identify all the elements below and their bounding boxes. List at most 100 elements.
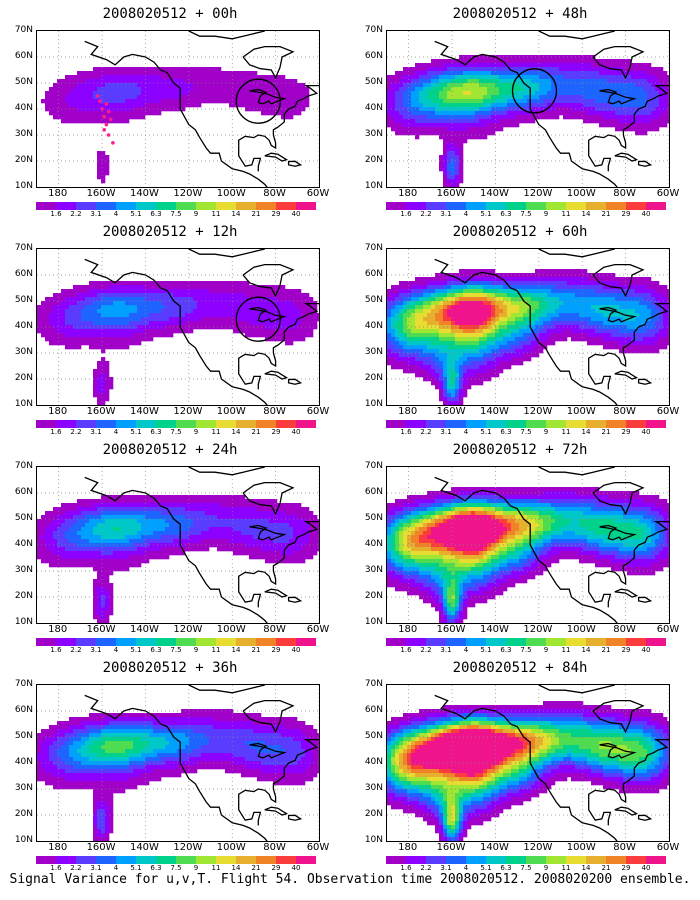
coastline	[614, 370, 639, 380]
map-panel: 2008020512 + 60h 70N 60N 50N 40N 30N 20N 10N 180…	[350, 218, 690, 438]
lon-label: 180	[398, 624, 418, 635]
lat-label: 10N	[14, 835, 33, 845]
colorbar-label: 4	[463, 646, 469, 654]
colorbar-swatch	[36, 856, 56, 864]
flight-track-point	[100, 107, 104, 111]
panel-title: 2008020512 + 84h	[452, 660, 588, 676]
lon-label: 160W	[436, 624, 466, 635]
colorbar-label: 6.3	[500, 864, 512, 872]
coastline	[264, 588, 289, 598]
coastline	[264, 806, 289, 816]
lat-label: 60N	[364, 705, 383, 715]
colorbar-swatch	[426, 202, 446, 210]
colorbar-label: 29	[621, 428, 631, 436]
colorbar-label: 11	[211, 646, 221, 654]
colorbar-swatch	[56, 638, 76, 646]
panel-title: 2008020512 + 00h	[102, 6, 238, 22]
lon-label: 120W	[173, 188, 203, 199]
coastline	[287, 596, 303, 603]
lat-label: 30N	[14, 783, 33, 793]
colorbar-swatch	[256, 202, 276, 210]
lon-label: 60W	[656, 188, 680, 199]
colorbar-label: 21	[601, 864, 611, 872]
lat-label: 50N	[14, 513, 33, 523]
colorbar-label: 9	[543, 210, 549, 218]
coastline	[434, 258, 618, 405]
colorbar-swatch	[626, 856, 646, 864]
colorbar-swatch	[76, 420, 96, 428]
colorbar-swatch	[276, 638, 296, 646]
lon-label: 80W	[613, 188, 636, 199]
lon-label: 160W	[436, 188, 466, 199]
colorbar-label: 9	[543, 646, 549, 654]
lon-label: 60W	[656, 842, 680, 853]
lat-label: 50N	[14, 77, 33, 87]
coastline	[588, 581, 612, 608]
coastline	[188, 31, 265, 40]
lon-label: 60W	[306, 624, 330, 635]
coastline	[249, 524, 287, 541]
colorbar-label: 3.1	[90, 864, 102, 872]
colorbar-swatch	[216, 638, 236, 646]
map-field	[387, 31, 669, 187]
lon-label: 160W	[86, 406, 116, 417]
colorbar-label: 9	[543, 864, 549, 872]
colorbar	[36, 202, 316, 210]
colorbar-swatch	[526, 420, 546, 428]
lon-label: 120W	[173, 624, 203, 635]
panel-title: 2008020512 + 72h	[452, 442, 588, 458]
lat-label: 70N	[14, 25, 33, 35]
colorbar-swatch	[546, 856, 566, 864]
colorbar-label: 11	[561, 646, 571, 654]
colorbar-label: 29	[621, 646, 631, 654]
colorbar-label: 11	[211, 864, 221, 872]
colorbar-swatch	[526, 202, 546, 210]
lon-label: 80W	[263, 624, 286, 635]
coastline	[588, 799, 612, 826]
colorbar-swatch	[466, 202, 486, 210]
coastline	[242, 263, 295, 298]
lat-label: 20N	[364, 591, 383, 601]
colorbar-swatch	[446, 638, 466, 646]
lat-label: 50N	[14, 295, 33, 305]
colorbar-swatch	[466, 420, 486, 428]
coastline	[249, 742, 287, 759]
lat-label: 50N	[364, 731, 383, 741]
lat-label: 70N	[14, 679, 33, 689]
flight-track-point	[108, 117, 113, 122]
lat-label: 30N	[364, 783, 383, 793]
map-panel: 2008020512 + 72h 70N 60N 50N 40N 30N 20N 10N 180…	[350, 436, 690, 656]
colorbar-swatch	[406, 202, 426, 210]
colorbar-label: 11	[561, 210, 571, 218]
lat-label: 70N	[364, 679, 383, 689]
colorbar-swatch	[506, 420, 526, 428]
lat-label: 20N	[14, 373, 33, 383]
colorbar-label: 2.2	[70, 210, 82, 218]
coastline	[588, 363, 612, 390]
colorbar-swatch	[96, 638, 116, 646]
lon-label: 100W	[216, 624, 246, 635]
lat-label: 40N	[14, 539, 33, 549]
colorbar-label: 7.5	[170, 210, 182, 218]
coastline	[434, 40, 618, 187]
colorbar-label: 7.5	[520, 428, 532, 436]
coastline	[592, 699, 645, 734]
map-plot-area	[36, 684, 320, 842]
colorbar-swatch	[386, 420, 406, 428]
colorbar-label: 1.6	[400, 210, 412, 218]
colorbar	[36, 856, 316, 864]
colorbar-swatch	[136, 856, 156, 864]
colorbar-swatch	[646, 420, 666, 428]
lat-label: 40N	[364, 539, 383, 549]
lat-label: 20N	[14, 809, 33, 819]
colorbar-label: 21	[601, 210, 611, 218]
coastline	[242, 481, 295, 516]
coastline	[434, 476, 618, 623]
colorbar-swatch	[176, 202, 196, 210]
colorbar-label: 29	[271, 210, 281, 218]
lon-label: 140W	[479, 406, 509, 417]
lat-label: 30N	[14, 129, 33, 139]
map-panel: 2008020512 + 12h 70N 60N 50N 40N 30N 20N 10N 180…	[0, 218, 340, 438]
colorbar-swatch	[56, 420, 76, 428]
lat-label: 60N	[364, 487, 383, 497]
